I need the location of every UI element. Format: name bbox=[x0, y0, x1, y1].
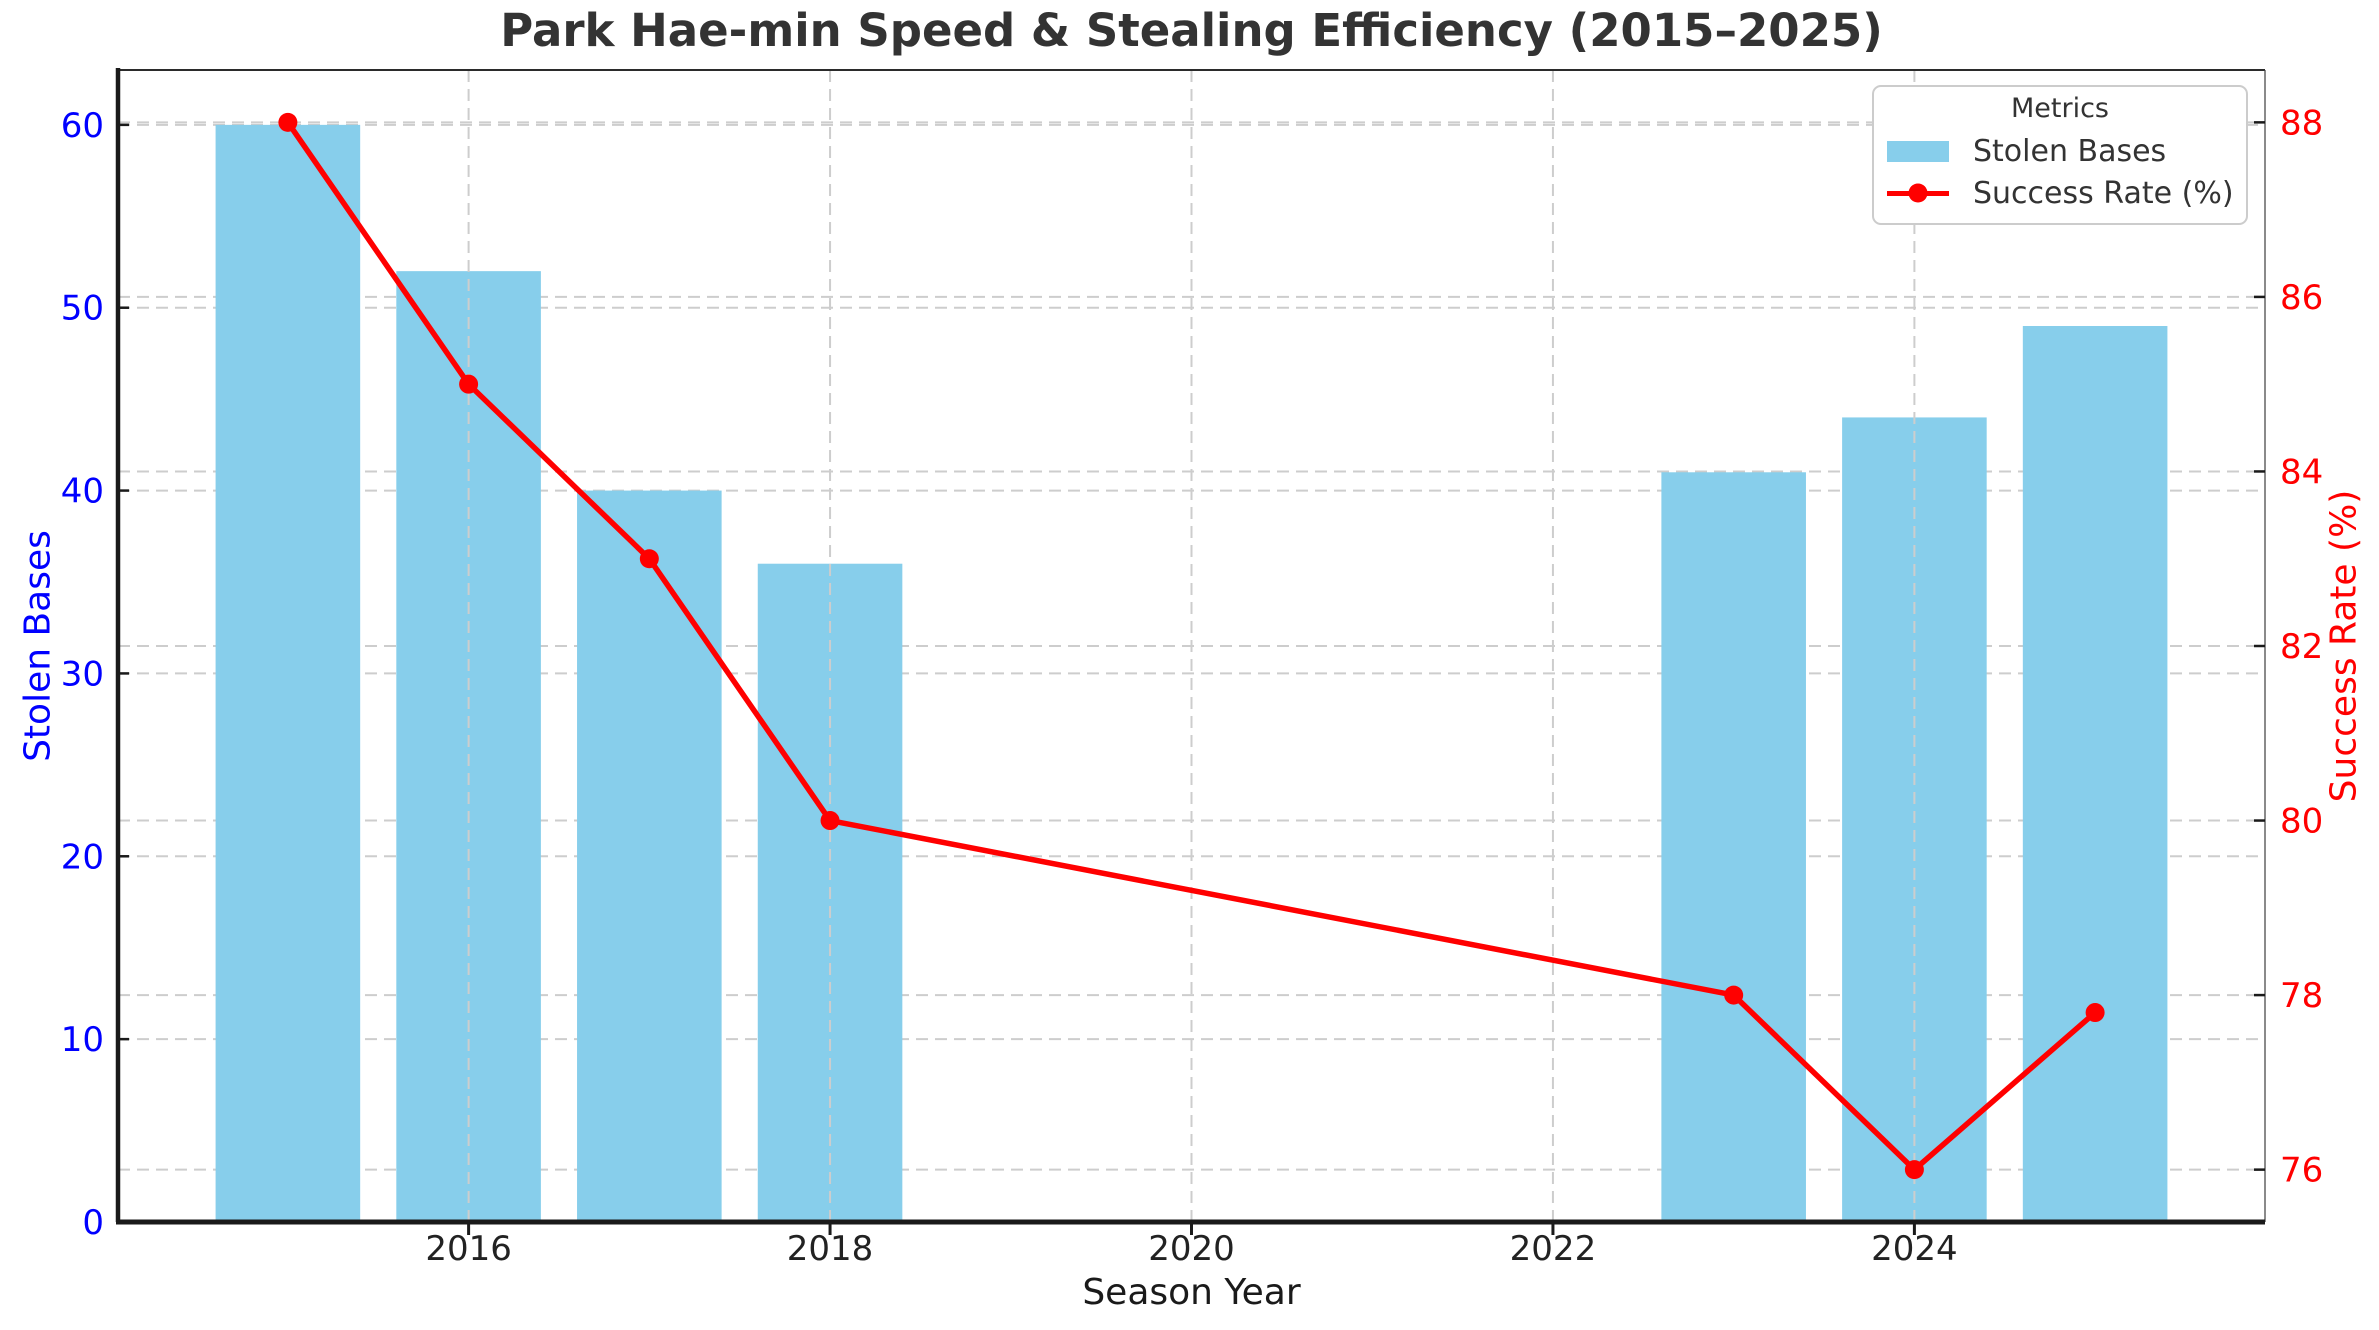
right-tick-label-78: 78 bbox=[2280, 976, 2323, 1016]
x-tick-label-2018: 2018 bbox=[787, 1229, 874, 1269]
legend-label-stolen-bases: Stolen Bases bbox=[1973, 133, 2167, 169]
right-tick-label-86: 86 bbox=[2280, 278, 2323, 318]
line-point-2018 bbox=[820, 811, 840, 831]
line-point-2024 bbox=[1904, 1160, 1924, 1180]
chart-title: Park Hae-min Speed & Stealing Efficiency… bbox=[500, 4, 1883, 57]
legend-line-marker-icon bbox=[1908, 183, 1928, 203]
line-point-2023 bbox=[1724, 985, 1744, 1005]
right-tick-label-82: 82 bbox=[2280, 627, 2323, 667]
x-axis-label: Season Year bbox=[1082, 1272, 1301, 1313]
x-tick-label-2016: 2016 bbox=[425, 1229, 512, 1269]
bar-2023 bbox=[1661, 472, 1806, 1222]
bar-2025 bbox=[2022, 326, 2168, 1222]
left-tick-label-20: 20 bbox=[61, 837, 104, 877]
line-point-2016 bbox=[459, 374, 479, 394]
right-tick-label-84: 84 bbox=[2280, 452, 2323, 492]
left-tick-label-60: 60 bbox=[61, 106, 104, 146]
right-tick-label-76: 76 bbox=[2280, 1151, 2323, 1191]
right-y-axis-label: Success Rate (%) bbox=[2323, 489, 2365, 803]
left-y-axis-label: Stolen Bases bbox=[17, 530, 59, 762]
legend-label-success-rate: Success Rate (%) bbox=[1973, 175, 2234, 211]
legend-swatch-success-rate bbox=[1887, 183, 1949, 204]
x-tick-label-2022: 2022 bbox=[1510, 1229, 1597, 1269]
x-tick-label-2024: 2024 bbox=[1871, 1229, 1958, 1269]
legend-swatch-stolen-bases bbox=[1887, 140, 1949, 162]
legend-item-stolen-bases: Stolen Bases bbox=[1887, 130, 2246, 172]
left-tick-label-50: 50 bbox=[61, 289, 104, 329]
line-point-2017 bbox=[639, 549, 659, 569]
legend-title: Metrics bbox=[2010, 93, 2109, 124]
x-tick-label-2020: 2020 bbox=[1148, 1229, 1235, 1269]
right-tick-label-80: 80 bbox=[2280, 802, 2323, 842]
legend-item-success-rate: Success Rate (%) bbox=[1887, 172, 2246, 214]
left-tick-label-10: 10 bbox=[61, 1020, 104, 1060]
line-point-2015 bbox=[278, 112, 298, 132]
right-tick-label-88: 88 bbox=[2280, 103, 2323, 143]
bar-2015 bbox=[215, 124, 361, 1222]
left-tick-label-30: 30 bbox=[61, 654, 104, 694]
line-point-2025 bbox=[2085, 1003, 2105, 1023]
legend: Metrics Stolen Bases Success Rate (%) bbox=[1872, 85, 2248, 225]
bar-2017 bbox=[577, 490, 722, 1223]
left-tick-label-40: 40 bbox=[61, 472, 104, 512]
left-tick-label-0: 0 bbox=[82, 1203, 104, 1243]
